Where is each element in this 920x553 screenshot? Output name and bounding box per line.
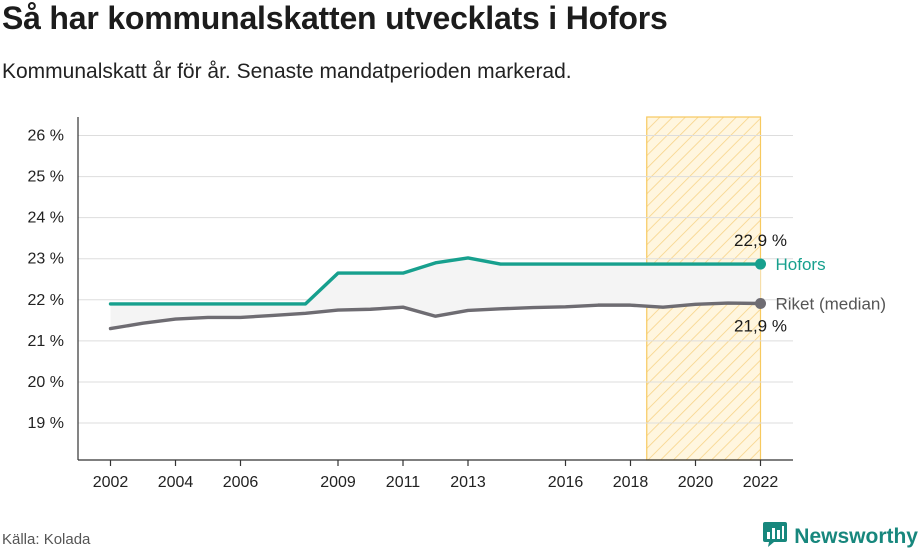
y-tick-label: 26 % [28,127,64,144]
line-riket-median [108,301,763,331]
source-note: Källa: Kolada [2,531,91,548]
x-tick-label: 2011 [386,474,421,491]
x-tick-label: 2006 [223,474,259,491]
newsworthy-brand[interactable]: Newsworthy [762,520,918,553]
y-tick-label: 20 % [28,374,64,391]
y-tick-label: 25 % [28,169,64,186]
end-value-hofors: 22,9 % [734,231,787,250]
chart-subtitle: Kommunalskatt år för år. Senaste mandatp… [2,60,572,83]
x-tick-label: 2013 [450,474,486,491]
series-label-hofors: Hofors [776,255,826,274]
x-tick-label: 2002 [93,474,129,491]
y-tick-label: 23 % [28,251,64,268]
y-tick-label: 24 % [28,210,64,227]
brand-name: Newsworthy [794,524,918,548]
y-tick-label: 21 % [28,333,64,350]
line-riket-median-end-marker [755,297,766,309]
line-hofors [108,256,763,306]
x-tick-label: 2018 [613,474,649,491]
series-label-riket: Riket (median) [776,294,887,313]
difference-band [110,257,761,329]
x-tick-label: 2022 [743,474,779,491]
chart-title: Så har kommunalskatten utvecklats i Hofo… [2,0,668,36]
y-tick-label: 19 % [28,415,64,432]
line-hofors-end-marker [755,258,766,270]
x-tick-label: 2020 [678,474,714,491]
x-tick-label: 2004 [158,474,194,491]
end-value-riket: 21,9 % [734,316,787,335]
newsworthy-logo-icon [762,520,788,553]
x-tick-label: 2016 [548,474,584,491]
y-tick-label: 22 % [28,292,64,309]
x-tick-label: 2009 [320,474,356,491]
